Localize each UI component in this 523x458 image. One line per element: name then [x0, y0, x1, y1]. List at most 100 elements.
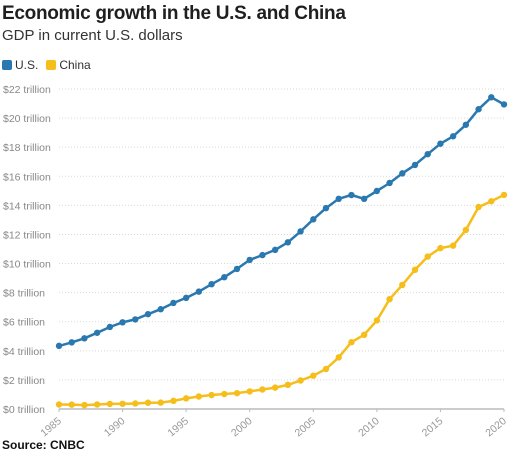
y-tick-label: $0 trillion [3, 404, 45, 416]
data-point-us [462, 121, 470, 128]
legend-label-us: U.S. [15, 58, 39, 72]
data-point-china [449, 242, 457, 249]
data-point-us [246, 256, 253, 264]
data-point-china [335, 354, 342, 361]
x-tick-label: 2000 [229, 415, 255, 439]
series-line-china [57, 193, 506, 407]
data-point-us [106, 323, 114, 331]
data-point-china [233, 389, 241, 397]
data-point-china [488, 198, 495, 205]
data-point-china [411, 266, 419, 273]
legend-label-china: China [59, 58, 91, 72]
data-point-china [348, 339, 355, 346]
data-point-china [360, 331, 368, 339]
data-point-china [399, 281, 406, 289]
data-point-us [208, 281, 215, 288]
data-point-china [500, 191, 508, 199]
data-point-us [144, 310, 152, 318]
data-point-china [373, 317, 381, 324]
data-point-us [170, 299, 177, 307]
y-tick-label: $4 trillion [3, 346, 45, 358]
data-point-china [106, 400, 114, 408]
data-point-us [157, 306, 164, 313]
data-point-china [119, 400, 126, 407]
y-tick-label: $6 trillion [3, 317, 45, 329]
data-point-china [221, 390, 228, 398]
data-point-us [182, 294, 190, 302]
data-point-china [310, 372, 317, 379]
data-point-us [233, 265, 241, 273]
legend: U.S. China [2, 57, 99, 73]
data-point-us [132, 316, 139, 323]
data-point-us [297, 228, 304, 235]
legend-item-us: U.S. [2, 58, 38, 72]
data-point-china [157, 399, 164, 406]
data-point-china [322, 365, 330, 373]
data-point-china [132, 400, 139, 407]
legend-item-china: China [46, 58, 91, 72]
data-point-china [462, 226, 470, 234]
data-point-us [119, 319, 126, 326]
x-tick-label: 2005 [293, 415, 319, 439]
data-point-us [437, 140, 444, 147]
data-point-china [195, 393, 203, 400]
y-tick-label: $16 trillion [3, 171, 51, 183]
data-point-us [335, 195, 342, 203]
x-tick-label: 1985 [38, 415, 64, 439]
chart-subtitle: GDP in current U.S. dollars [2, 27, 183, 44]
chart-title: Economic growth in the U.S. and China [2, 3, 346, 24]
data-point-china [437, 244, 444, 252]
y-tick-label: $8 trillion [3, 288, 45, 300]
data-point-china [144, 399, 152, 406]
data-point-china [271, 384, 279, 391]
data-point-china [386, 295, 393, 303]
data-point-us [81, 335, 88, 342]
data-point-us [360, 195, 368, 203]
data-point-china [93, 401, 101, 408]
y-tick-label: $12 trillion [3, 229, 51, 241]
y-tick-label: $10 trillion [3, 259, 51, 271]
x-tick-label: 2020 [483, 415, 509, 439]
data-point-us [411, 161, 419, 169]
y-tick-label: $22 trillion [3, 84, 51, 96]
data-point-china [297, 377, 304, 384]
data-point-us [259, 251, 266, 259]
data-point-us [195, 288, 203, 295]
data-point-china [182, 395, 190, 402]
source-note: Source: CNBC [2, 438, 85, 452]
data-point-us [449, 133, 457, 140]
data-point-us [475, 106, 482, 113]
data-point-us [93, 329, 101, 336]
data-point-us [68, 339, 75, 346]
data-point-us [310, 216, 317, 223]
data-point-us [399, 170, 406, 177]
x-tick-label: 1990 [102, 415, 128, 439]
y-tick-label: $14 trillion [3, 200, 51, 212]
x-tick-label: 2015 [420, 415, 446, 439]
data-point-china [208, 391, 215, 399]
data-point-china [170, 397, 177, 405]
data-point-china [284, 381, 292, 389]
legend-swatch-china [46, 60, 57, 70]
data-point-us [322, 204, 330, 212]
data-point-china [424, 253, 431, 260]
x-tick-label: 1995 [165, 415, 191, 439]
series-line-us [57, 96, 506, 348]
data-point-china [259, 386, 266, 393]
x-tick-label: 2010 [356, 415, 382, 439]
data-point-us [221, 274, 228, 281]
data-point-china [246, 388, 253, 395]
data-point-us [271, 246, 279, 254]
data-point-us [373, 187, 381, 195]
data-point-us [424, 150, 431, 158]
data-point-us [348, 191, 355, 199]
data-point-us [55, 342, 63, 350]
data-point-china [68, 401, 75, 408]
y-tick-label: $2 trillion [3, 375, 45, 387]
data-point-china [475, 203, 482, 211]
data-point-us [386, 179, 393, 187]
legend-swatch-us [2, 60, 12, 70]
y-tick-label: $18 trillion [3, 142, 51, 154]
data-point-us [488, 94, 495, 101]
